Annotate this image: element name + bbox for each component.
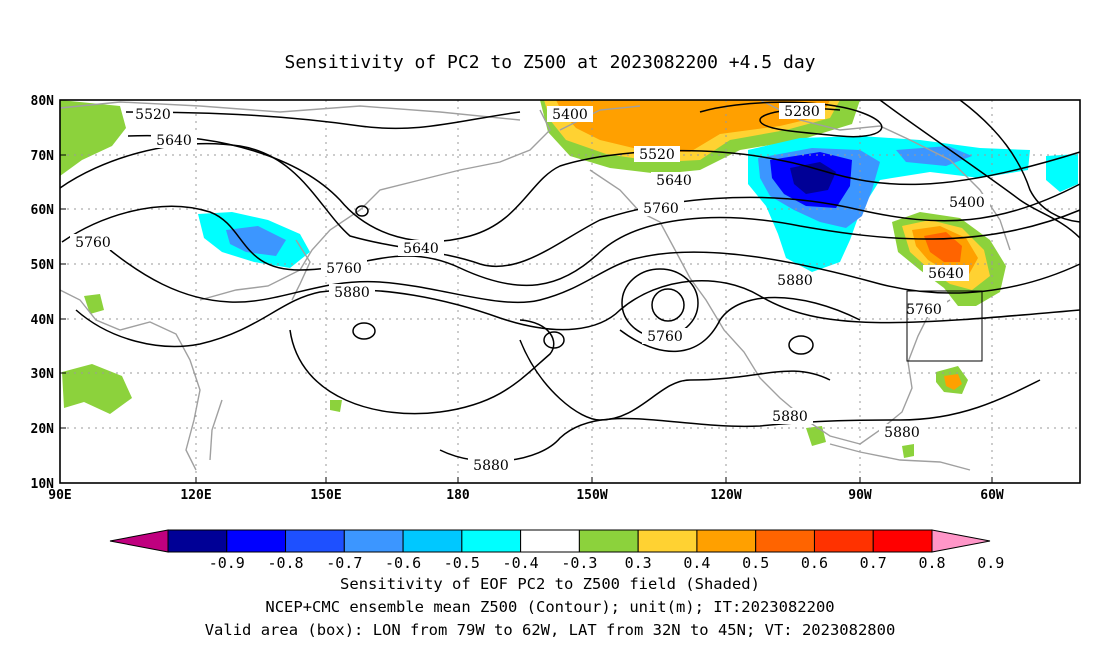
lat-label: 30N (31, 367, 55, 382)
contour-label: 5880 (334, 285, 370, 301)
lon-label: 90E (48, 488, 71, 503)
contour-label: 5640 (656, 173, 692, 189)
contour-label: 5760 (326, 261, 362, 277)
shade-green-westpac1 (62, 364, 132, 414)
contour-label: 5520 (135, 107, 171, 123)
lon-label: 150W (576, 488, 607, 503)
shade-green-westpac2 (84, 294, 104, 314)
colorbar-swatch (520, 529, 580, 553)
colorbar-swatch (167, 529, 228, 553)
colorbar-tick-label: -0.5 (444, 554, 480, 572)
z500-contours (59, 99, 1081, 463)
lat-label: 80N (31, 94, 55, 109)
colorbar-swatch (872, 529, 933, 553)
lat-label: 10N (31, 477, 55, 492)
lon-label: 120E (180, 488, 211, 503)
lon-label: 180 (446, 488, 470, 503)
colorbar-tick-label: -0.9 (209, 554, 245, 572)
contour-label: 5760 (75, 235, 111, 251)
colorbar-swatch (226, 529, 287, 553)
colorbar-tick-label: -0.7 (326, 554, 362, 572)
lon-label: 150E (310, 488, 341, 503)
colorbar-swatch (343, 529, 404, 553)
shade-green-mexico (806, 426, 826, 446)
colorbar-tick-label: 0.5 (742, 554, 769, 572)
colorbar-tick-label: -0.8 (267, 554, 303, 572)
contour-label: 5880 (884, 425, 920, 441)
colorbar-swatch (461, 529, 522, 553)
caption-line-3: Valid area (box): LON from 79W to 62W, L… (205, 621, 896, 639)
colorbar-tick-label: 0.3 (625, 554, 652, 572)
colorbar-tick-label: 0.8 (918, 554, 945, 572)
colorbar-swatch (813, 529, 874, 553)
contour-label: 5640 (156, 133, 192, 149)
lon-label: 60W (980, 488, 1004, 503)
colorbar-swatch (402, 529, 463, 553)
valid-area-box (906, 290, 983, 362)
shade-green-caribbean (902, 444, 914, 458)
shade-cyan-east (1046, 154, 1078, 192)
contour-label: 5280 (784, 104, 820, 120)
contour-label: 5880 (772, 409, 808, 425)
contour-label: 5880 (777, 273, 813, 289)
contour-label: 5640 (928, 266, 964, 282)
colorbar-swatch (578, 529, 639, 553)
contour-label: 5640 (403, 241, 439, 257)
shade-lightblue-wpac (226, 226, 286, 256)
shade-green-westpac3 (330, 400, 342, 412)
colorbar: -0.9 -0.8 -0.7 -0.6 -0.5 -0.4 -0.3 0.3 0.4 0.5 0.6… (109, 529, 1004, 572)
shade-blue-eastcanada (896, 146, 972, 166)
lat-label: 60N (31, 203, 55, 218)
colorbar-tick-label: -0.6 (385, 554, 421, 572)
colorbar-tick-label: 0.9 (977, 554, 1004, 572)
graticule (60, 100, 1080, 483)
colorbar-tick-label: 0.4 (683, 554, 710, 572)
contour-label: 5880 (473, 458, 509, 474)
contour-label: 5760 (906, 302, 942, 318)
shade-orange-arctic (556, 100, 830, 152)
longitude-labels: 90E 120E 150E 180 150W 120W 90W 60W (48, 488, 1004, 503)
shade-green-nw (60, 100, 126, 176)
shade-navy-canada (790, 162, 836, 194)
contour-label: 5400 (949, 195, 985, 211)
map-panel: 5520 5640 5760 5400 5520 5640 5760 5280 … (31, 94, 1081, 503)
caption-line-2: NCEP+CMC ensemble mean Z500 (Contour); u… (265, 598, 834, 616)
caption-line-1: Sensitivity of EOF PC2 to Z500 field (Sh… (340, 575, 760, 593)
contour-label: 5760 (647, 329, 683, 345)
lon-label: 120W (710, 488, 741, 503)
latitude-labels: 80N 70N 60N 50N 40N 30N 20N 10N (31, 94, 55, 492)
colorbar-tick-label: 0.7 (860, 554, 887, 572)
lat-label: 20N (31, 422, 55, 437)
lat-label: 50N (31, 258, 55, 273)
lat-label: 70N (31, 149, 55, 164)
colorbar-tick-label: -0.3 (561, 554, 597, 572)
colorbar-swatch (696, 529, 757, 553)
colorbar-tick-label: 0.6 (801, 554, 828, 572)
lat-label: 40N (31, 313, 55, 328)
colorbar-end-high (931, 529, 991, 553)
figure-title: Sensitivity of PC2 to Z500 at 2023082200… (284, 52, 815, 73)
contour-label: 5400 (552, 107, 588, 123)
colorbar-swatch (755, 529, 815, 553)
lon-label: 90W (848, 488, 872, 503)
tick-marks (60, 99, 993, 484)
contour-label: 5520 (639, 147, 675, 163)
colorbar-swatch (637, 529, 698, 553)
colorbar-tick-label: -0.4 (503, 554, 539, 572)
colorbar-end-low (109, 529, 169, 553)
contour-label: 5760 (643, 201, 679, 217)
contour-labels: 5520 5640 5760 5400 5520 5640 5760 5280 … (70, 103, 990, 474)
map-frame (59, 99, 1081, 484)
colorbar-swatch (285, 529, 345, 553)
shade-orange-bermuda (944, 374, 962, 390)
